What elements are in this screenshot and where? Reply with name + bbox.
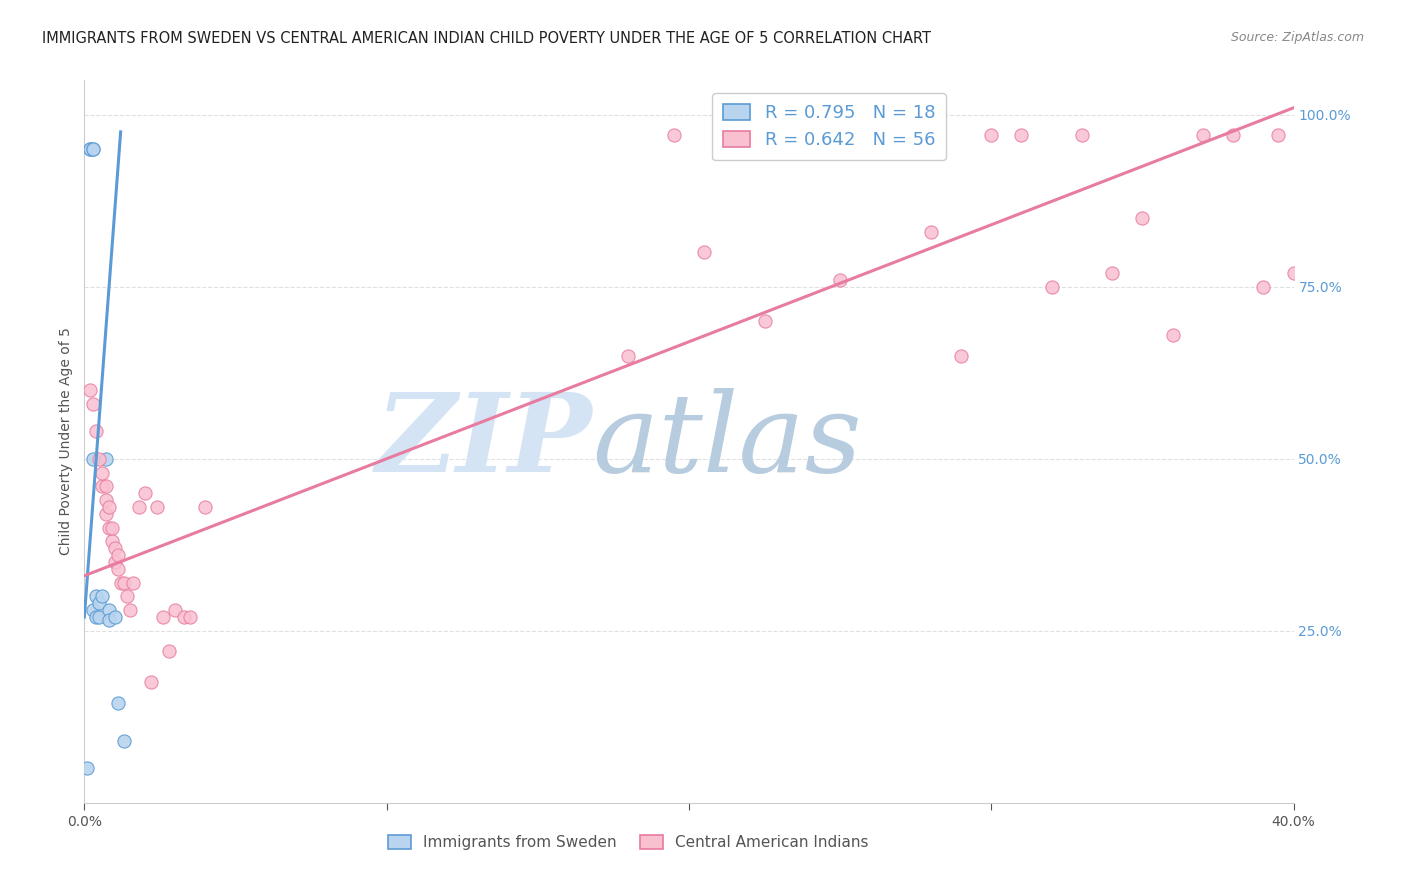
Point	[97, 500, 120, 514]
Point	[79, 142, 101, 156]
Point	[76, 761, 98, 775]
Legend: Immigrants from Sweden, Central American Indians: Immigrants from Sweden, Central American…	[382, 830, 875, 856]
Point	[128, 500, 150, 514]
Point	[89, 596, 111, 610]
Point	[920, 225, 942, 239]
Point	[617, 349, 640, 363]
Point	[86, 424, 108, 438]
Point	[86, 590, 108, 604]
Point	[94, 493, 117, 508]
Point	[723, 128, 745, 143]
Point	[86, 610, 108, 624]
Point	[115, 590, 138, 604]
Point	[91, 590, 114, 604]
Point	[179, 610, 201, 624]
Point	[112, 734, 135, 748]
Point	[107, 548, 129, 562]
Point	[152, 610, 174, 624]
Point	[121, 575, 143, 590]
Point	[97, 614, 120, 628]
Point	[1011, 128, 1033, 143]
Point	[1101, 266, 1123, 280]
Point	[1282, 266, 1305, 280]
Point	[146, 500, 169, 514]
Point	[165, 603, 187, 617]
Point	[82, 397, 104, 411]
Point	[107, 696, 129, 710]
Point	[104, 555, 127, 569]
Point	[173, 610, 195, 624]
Point	[693, 245, 716, 260]
Point	[91, 466, 114, 480]
Point	[104, 610, 127, 624]
Point	[1071, 128, 1094, 143]
Point	[859, 128, 882, 143]
Text: IMMIGRANTS FROM SWEDEN VS CENTRAL AMERICAN INDIAN CHILD POVERTY UNDER THE AGE OF: IMMIGRANTS FROM SWEDEN VS CENTRAL AMERIC…	[42, 31, 931, 46]
Point	[107, 562, 129, 576]
Text: atlas: atlas	[592, 388, 862, 495]
Point	[1267, 128, 1289, 143]
Point	[79, 142, 101, 156]
Point	[1130, 211, 1153, 225]
Y-axis label: Child Poverty Under the Age of 5: Child Poverty Under the Age of 5	[59, 327, 73, 556]
Point	[79, 383, 101, 397]
Point	[754, 314, 776, 328]
Point	[769, 128, 792, 143]
Point	[830, 273, 852, 287]
Point	[950, 349, 973, 363]
Point	[194, 500, 217, 514]
Point	[1161, 327, 1184, 342]
Point	[799, 128, 821, 143]
Text: Source: ZipAtlas.com: Source: ZipAtlas.com	[1230, 31, 1364, 45]
Point	[89, 610, 111, 624]
Point	[1192, 128, 1215, 143]
Point	[118, 603, 141, 617]
Point	[139, 675, 162, 690]
Point	[82, 603, 104, 617]
Point	[1253, 279, 1275, 293]
Point	[97, 603, 120, 617]
Point	[134, 486, 156, 500]
Point	[890, 128, 912, 143]
Point	[94, 507, 117, 521]
Point	[91, 479, 114, 493]
Point	[112, 575, 135, 590]
Point	[89, 451, 111, 466]
Point	[100, 520, 122, 534]
Point	[980, 128, 1002, 143]
Point	[110, 575, 132, 590]
Point	[157, 644, 180, 658]
Point	[82, 142, 104, 156]
Point	[100, 534, 122, 549]
Point	[662, 128, 685, 143]
Point	[94, 479, 117, 493]
Point	[1040, 279, 1063, 293]
Point	[1222, 128, 1244, 143]
Point	[104, 541, 127, 556]
Point	[82, 451, 104, 466]
Point	[94, 451, 117, 466]
Text: ZIP: ZIP	[375, 388, 592, 495]
Point	[97, 520, 120, 534]
Point	[82, 142, 104, 156]
